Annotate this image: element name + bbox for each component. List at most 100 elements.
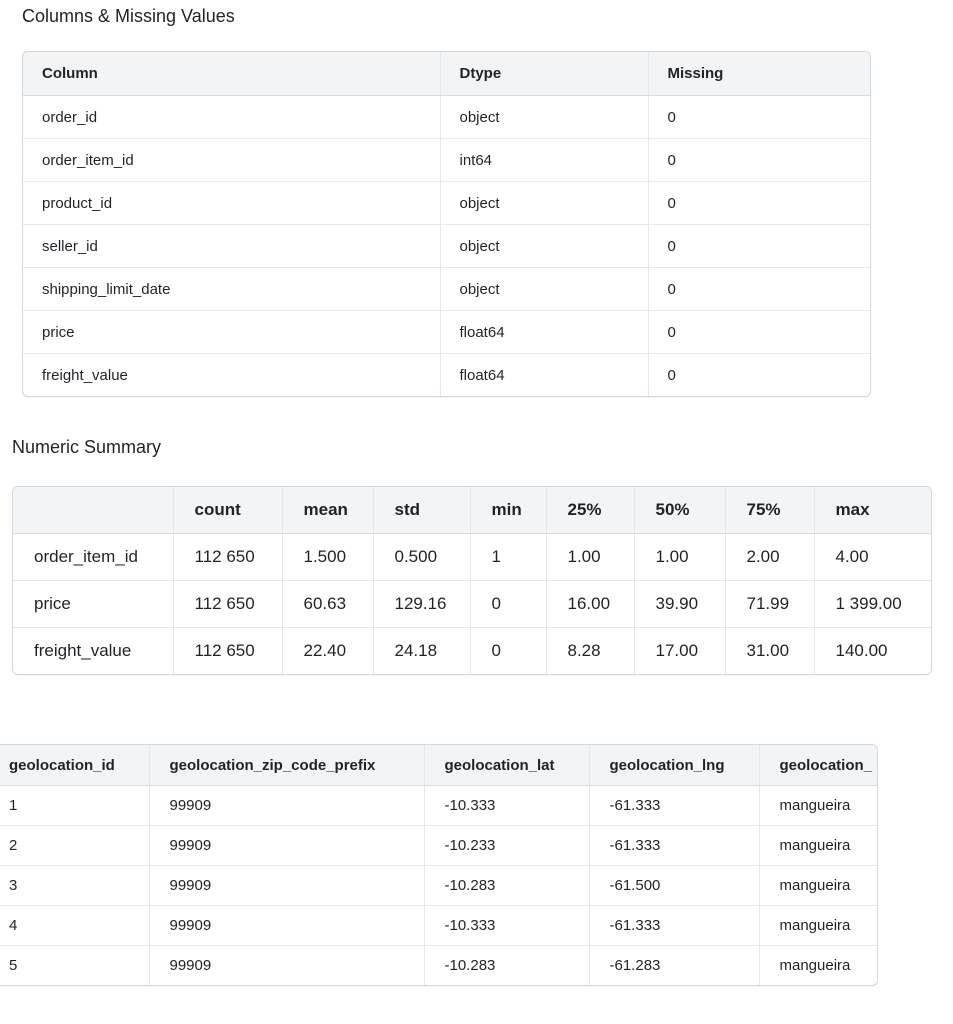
cell-zip: 99909 — [148, 785, 424, 826]
table-row: 5 99909 -10.283 -61.283 mangueira — [0, 945, 877, 985]
cell-dtype: object — [439, 181, 648, 225]
columns-section-title: Columns & Missing Values — [22, 6, 235, 26]
cell-dtype: float64 — [439, 310, 648, 354]
cell-std: 129.16 — [372, 580, 470, 628]
columns-missing-table: Column Dtype Missing order_id object 0 o… — [22, 51, 871, 397]
geolocation-table[interactable]: geolocation_id geolocation_zip_code_pref… — [0, 744, 878, 986]
cell-max: 140.00 — [813, 627, 931, 674]
cell-lat: -10.233 — [423, 825, 589, 866]
table-row: 3 99909 -10.283 -61.500 mangueira — [0, 865, 877, 906]
cell-count: 112 650 — [172, 533, 282, 581]
table-row: price 112 650 60.63 129.16 0 16.00 39.90… — [13, 580, 931, 628]
cell-lat: -10.333 — [423, 785, 589, 826]
cell-75pct: 2.00 — [724, 533, 814, 581]
cell-city: mangueira — [758, 905, 877, 946]
cell-lng: -61.283 — [588, 945, 759, 985]
header-index — [13, 487, 173, 534]
cell-zip: 99909 — [148, 905, 424, 946]
cell-max: 1 399.00 — [813, 580, 931, 628]
header-75pct: 75% — [724, 487, 814, 534]
cell-dtype: int64 — [439, 138, 648, 182]
cell-50pct: 39.90 — [633, 580, 725, 628]
cell-city: mangueira — [758, 785, 877, 826]
cell-column: price — [23, 310, 440, 354]
numeric-summary-table: count mean std min 25% 50% 75% max order… — [12, 486, 932, 675]
table-row: product_id object 0 — [23, 181, 870, 225]
table-row: 4 99909 -10.333 -61.333 mangueira — [0, 905, 877, 946]
cell-missing: 0 — [647, 310, 870, 354]
header-50pct: 50% — [633, 487, 725, 534]
cell-zip: 99909 — [148, 825, 424, 866]
cell-25pct: 1.00 — [545, 533, 634, 581]
cell-mean: 1.500 — [281, 533, 373, 581]
cell-missing: 0 — [647, 181, 870, 225]
cell-missing: 0 — [647, 224, 870, 268]
table-header-row: Column Dtype Missing — [23, 52, 870, 96]
cell-dtype: object — [439, 224, 648, 268]
header-geolocation-id: geolocation_id — [0, 745, 149, 786]
header-min: min — [469, 487, 546, 534]
header-count: count — [172, 487, 282, 534]
cell-id: 1 — [0, 785, 149, 826]
header-dtype: Dtype — [439, 52, 648, 96]
cell-std: 24.18 — [372, 627, 470, 674]
cell-dtype: object — [439, 95, 648, 139]
header-city-truncated: geolocation_ — [758, 745, 877, 786]
cell-dtype: object — [439, 267, 648, 311]
cell-column: product_id — [23, 181, 440, 225]
header-std: std — [372, 487, 470, 534]
numeric-summary-title: Numeric Summary — [12, 437, 162, 457]
cell-25pct: 16.00 — [545, 580, 634, 628]
cell-lat: -10.283 — [423, 865, 589, 906]
table-row: order_item_id 112 650 1.500 0.500 1 1.00… — [13, 533, 931, 581]
cell-zip: 99909 — [148, 945, 424, 985]
cell-index: price — [13, 580, 173, 628]
cell-city: mangueira — [758, 825, 877, 866]
cell-mean: 60.63 — [281, 580, 373, 628]
cell-lng: -61.333 — [588, 825, 759, 866]
table-header-row: count mean std min 25% 50% 75% max — [13, 487, 931, 534]
table-row: 2 99909 -10.233 -61.333 mangueira — [0, 825, 877, 866]
cell-min: 1 — [469, 533, 546, 581]
cell-zip: 99909 — [148, 865, 424, 906]
table-row: price float64 0 — [23, 310, 870, 354]
cell-index: order_item_id — [13, 533, 173, 581]
cell-min: 0 — [469, 580, 546, 628]
header-lng: geolocation_lng — [588, 745, 759, 786]
cell-mean: 22.40 — [281, 627, 373, 674]
table-row: freight_value float64 0 — [23, 353, 870, 396]
cell-missing: 0 — [647, 267, 870, 311]
table-row: shipping_limit_date object 0 — [23, 267, 870, 311]
cell-75pct: 31.00 — [724, 627, 814, 674]
header-column: Column — [23, 52, 440, 96]
cell-column: shipping_limit_date — [23, 267, 440, 311]
header-mean: mean — [281, 487, 373, 534]
cell-lng: -61.500 — [588, 865, 759, 906]
cell-city: mangueira — [758, 865, 877, 906]
cell-id: 3 — [0, 865, 149, 906]
cell-lat: -10.333 — [423, 905, 589, 946]
cell-missing: 0 — [647, 138, 870, 182]
cell-lng: -61.333 — [588, 905, 759, 946]
header-25pct: 25% — [545, 487, 634, 534]
table-row: order_item_id int64 0 — [23, 138, 870, 182]
cell-25pct: 8.28 — [545, 627, 634, 674]
cell-count: 112 650 — [172, 580, 282, 628]
table-row: 1 99909 -10.333 -61.333 mangueira — [0, 785, 877, 826]
cell-city: mangueira — [758, 945, 877, 985]
cell-index: freight_value — [13, 627, 173, 674]
cell-lng: -61.333 — [588, 785, 759, 826]
cell-50pct: 17.00 — [633, 627, 725, 674]
cell-min: 0 — [469, 627, 546, 674]
cell-column: order_id — [23, 95, 440, 139]
cell-lat: -10.283 — [423, 945, 589, 985]
header-max: max — [813, 487, 931, 534]
cell-column: freight_value — [23, 353, 440, 396]
cell-count: 112 650 — [172, 627, 282, 674]
header-missing: Missing — [647, 52, 870, 96]
cell-id: 2 — [0, 825, 149, 866]
table-row: freight_value 112 650 22.40 24.18 0 8.28… — [13, 627, 931, 674]
table-row: seller_id object 0 — [23, 224, 870, 268]
cell-75pct: 71.99 — [724, 580, 814, 628]
cell-50pct: 1.00 — [633, 533, 725, 581]
